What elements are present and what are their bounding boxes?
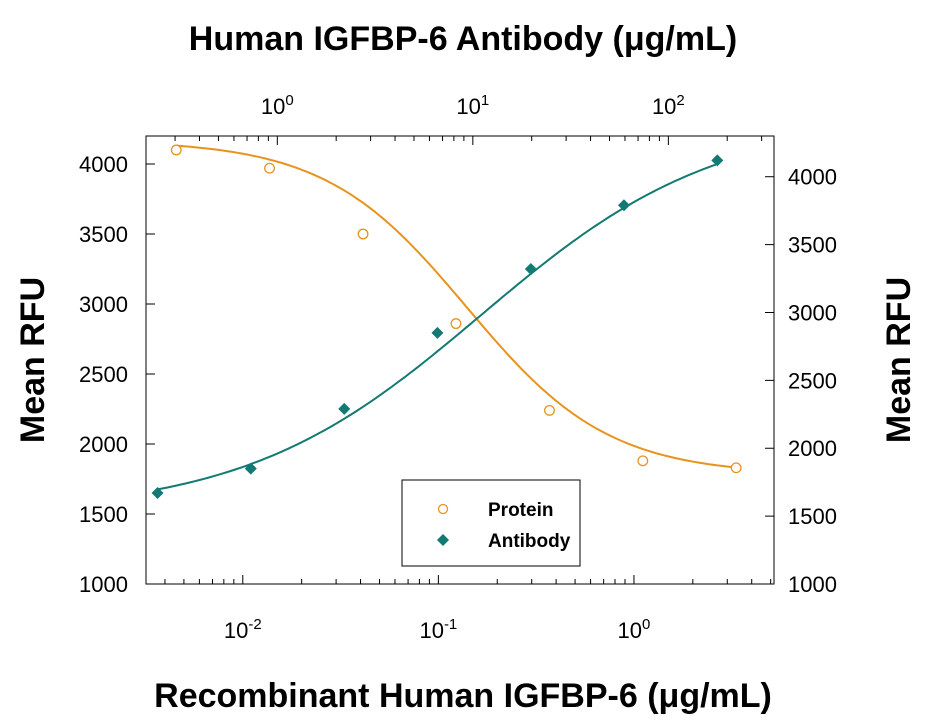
- right-axis-title: Mean RFU: [880, 277, 918, 443]
- bottom-tick-label: 100: [618, 616, 651, 643]
- left-tick-label: 2500: [79, 362, 128, 387]
- point-protein: [170, 144, 182, 156]
- point-protein: [544, 404, 555, 416]
- right-tick-label: 3500: [788, 233, 837, 258]
- bottom-tick-label: 10-1: [419, 616, 457, 643]
- ticks-layer: 1000 1500 2000 2500 3000 3500 4000 1000 1500 2000…: [79, 92, 837, 643]
- curves-layer: [157, 144, 737, 491]
- point-protein: [637, 455, 649, 467]
- right-tick-label: 2000: [788, 436, 837, 461]
- point-antibody: [338, 402, 351, 415]
- point-antibody: [524, 263, 537, 276]
- left-axis-title: Mean RFU: [14, 277, 52, 443]
- point-antibody: [151, 487, 164, 500]
- right-tick-label: 4000: [788, 165, 837, 190]
- legend: Protein Antibody: [401, 479, 581, 567]
- top-axis-title: Human IGFBP-6 Antibody (μg/mL): [189, 20, 737, 58]
- fit-curve-antibody: [157, 163, 718, 491]
- left-tick-label: 4000: [79, 152, 128, 177]
- point-protein: [450, 318, 462, 330]
- legend-label-antibody: Antibody: [488, 531, 571, 552]
- legend-box: [401, 479, 581, 567]
- left-tick-label: 3500: [79, 222, 128, 247]
- fit-curve-protein: [176, 144, 737, 469]
- top-tick-label: 100: [261, 92, 294, 119]
- top-tick-label: 101: [456, 92, 489, 119]
- point-antibody: [431, 326, 444, 339]
- left-tick-label: 3000: [79, 292, 128, 317]
- bottom-axis-title: Recombinant Human IGFBP-6 (μg/mL): [154, 677, 772, 715]
- point-protein: [357, 228, 369, 240]
- right-tick-label: 1000: [788, 572, 837, 597]
- point-protein: [264, 162, 275, 174]
- right-tick-label: 1500: [788, 504, 837, 529]
- legend-label-protein: Protein: [488, 500, 553, 521]
- points-layer: [151, 144, 742, 500]
- legend-marker-antibody: [437, 534, 449, 546]
- right-tick-label: 2500: [788, 368, 837, 393]
- left-tick-label: 1000: [79, 572, 128, 597]
- left-tick-label: 1500: [79, 502, 128, 527]
- point-antibody: [244, 462, 257, 475]
- left-tick-label: 2000: [79, 432, 128, 457]
- point-protein: [730, 462, 742, 474]
- legend-marker-protein: [437, 503, 449, 515]
- top-tick-label: 102: [652, 92, 685, 119]
- point-antibody: [617, 199, 630, 212]
- point-antibody: [711, 154, 724, 167]
- bottom-tick-label: 10-2: [224, 616, 262, 643]
- right-tick-label: 3000: [788, 300, 837, 325]
- plot-frame: [145, 135, 775, 585]
